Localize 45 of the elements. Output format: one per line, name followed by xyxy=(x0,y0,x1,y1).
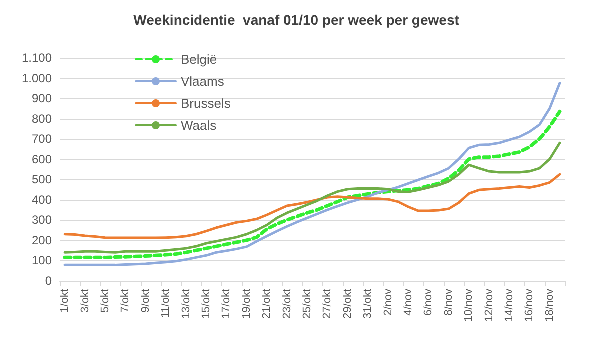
y-tick-label: 1.000 xyxy=(22,71,52,86)
legend-label: Brussels xyxy=(181,96,232,111)
y-tick-label: 900 xyxy=(32,92,52,106)
legend-label: België xyxy=(181,52,218,67)
x-tick-label: 10/nov xyxy=(463,288,476,322)
y-tick-label: 100 xyxy=(32,254,52,268)
x-tick-label: 21/okt xyxy=(261,289,274,319)
line-series xyxy=(64,142,562,254)
x-tick-label: 19/okt xyxy=(240,289,253,319)
x-tick-label: 23/okt xyxy=(281,289,294,319)
x-tick-label: 3/okt xyxy=(79,289,92,313)
line-series xyxy=(64,173,562,240)
x-tick-label: 14/nov xyxy=(503,288,516,322)
y-tick-label: 500 xyxy=(32,172,52,187)
x-tick-label: 1/okt xyxy=(59,289,72,313)
x-tick-label: 4/nov xyxy=(402,288,414,316)
x-tick-label: 15/okt xyxy=(200,289,212,319)
x-tick-label: 16/nov xyxy=(524,288,536,322)
x-tick-label: 11/okt xyxy=(160,289,172,318)
x-tick-label: 8/nov xyxy=(442,288,455,316)
legend-label: Waals xyxy=(181,118,218,133)
y-tick-label: 800 xyxy=(32,112,52,126)
line-series xyxy=(63,110,562,260)
x-tick-label: 9/okt xyxy=(140,289,152,313)
y-tick-label: 400 xyxy=(32,192,52,207)
y-tick-label: 200 xyxy=(32,233,52,248)
x-tick-label: 25/okt xyxy=(301,289,314,319)
x-tick-label: 31/okt xyxy=(362,289,374,319)
y-tick-label: 0 xyxy=(45,274,52,288)
y-tick-label: 700 xyxy=(32,132,52,146)
x-tick-label: 12/nov xyxy=(483,288,496,322)
x-tick-label: 29/okt xyxy=(342,289,354,319)
x-tick-label: 17/okt xyxy=(220,289,233,319)
x-tick-label: 2/nov xyxy=(382,288,394,316)
x-tick-label: 7/okt xyxy=(120,289,132,313)
y-tick-label: 1.100 xyxy=(22,51,52,65)
x-tick-label: 13/okt xyxy=(180,289,192,319)
x-tick-label: 18/nov xyxy=(544,288,556,322)
x-tick-label: 6/nov xyxy=(422,288,435,316)
y-tick-label: 300 xyxy=(32,213,52,228)
legend-label: Vlaams xyxy=(181,74,225,89)
y-tick-label: 600 xyxy=(32,152,52,166)
x-tick-label: 27/okt xyxy=(322,289,334,319)
chart-title: Weekincidentie vanaf 01/10 per week per gewest xyxy=(134,12,460,28)
x-tick-label: 5/okt xyxy=(99,289,112,313)
